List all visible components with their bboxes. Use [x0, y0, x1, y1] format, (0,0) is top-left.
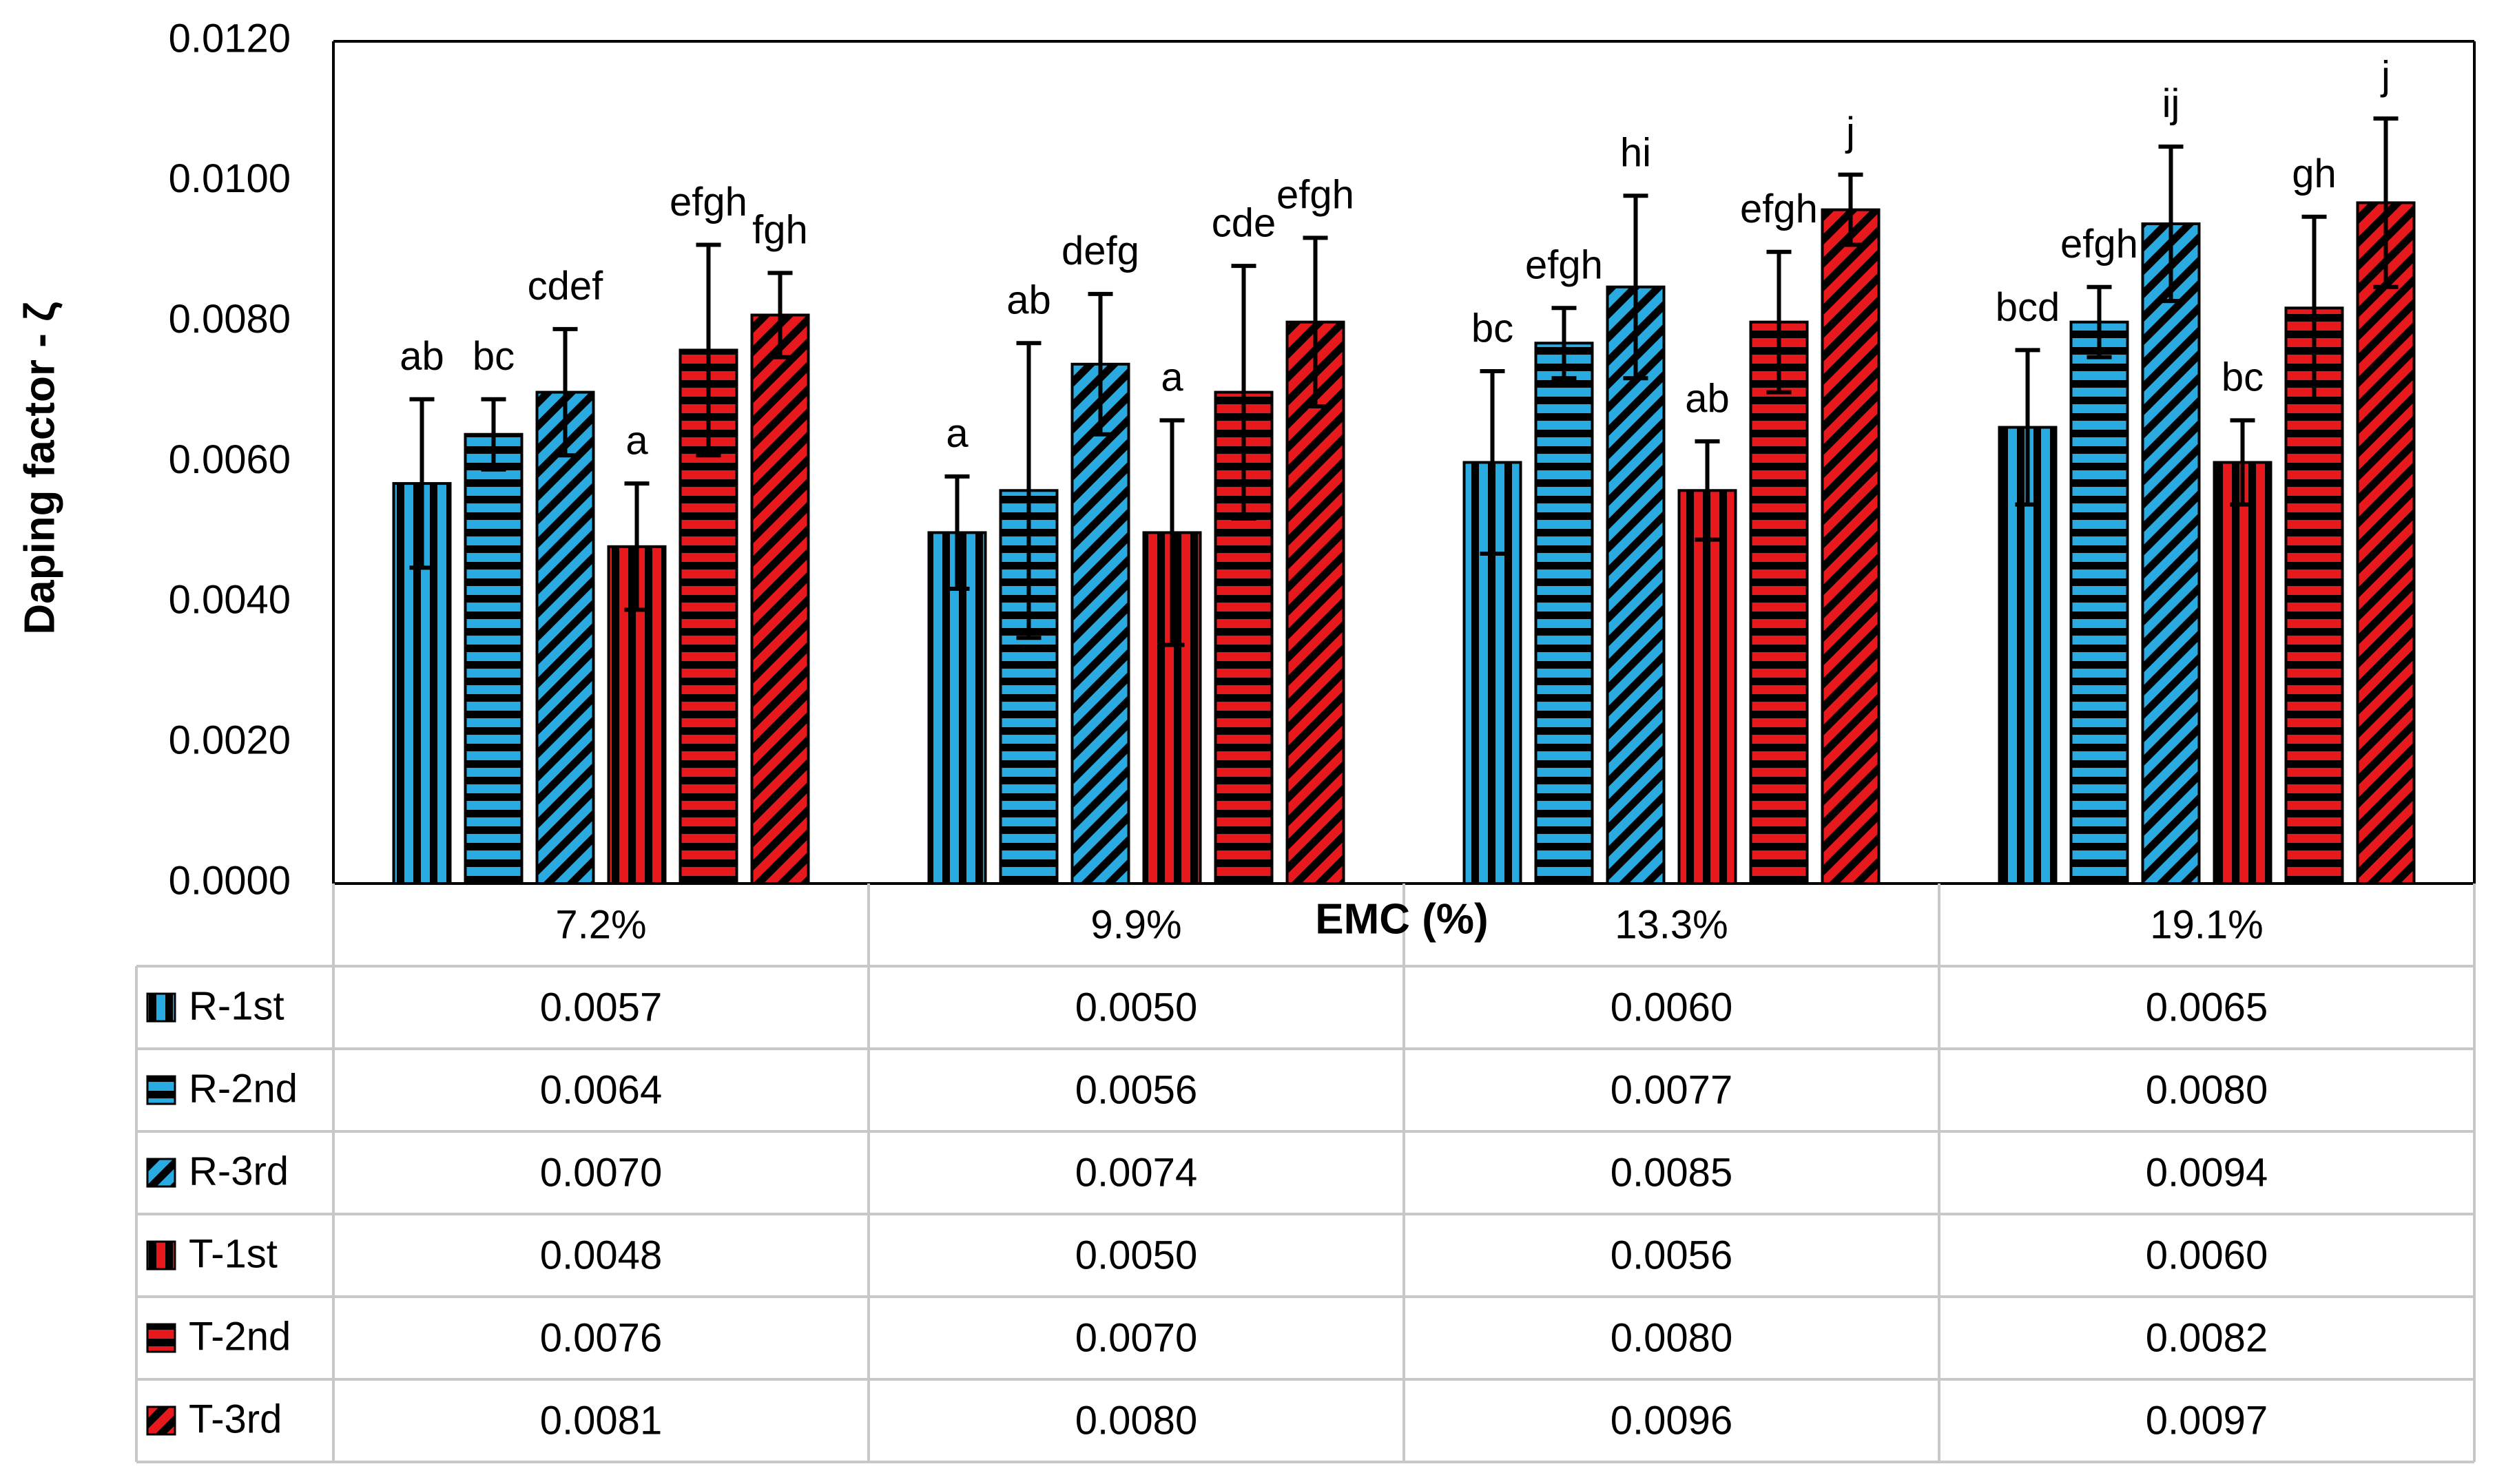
- y-tick-label: 0.0100: [169, 156, 291, 201]
- legend-label: R-3rd: [189, 1149, 289, 1193]
- significance-letter: a: [946, 411, 969, 456]
- table-value: 0.0070: [1075, 1315, 1197, 1360]
- x-tick-label: 7.2%: [555, 902, 646, 947]
- legend-label: T-3rd: [189, 1397, 282, 1441]
- legend-swatch-R-2nd: [146, 1075, 176, 1105]
- table-value: 0.0060: [2146, 1233, 2268, 1277]
- significance-letter: cde: [1212, 200, 1276, 245]
- table-value: 0.0080: [1611, 1315, 1732, 1360]
- x-tick-label: 13.3%: [1615, 902, 1728, 947]
- significance-letter: bc: [2222, 355, 2264, 400]
- legend-swatch-T-2nd: [146, 1323, 176, 1353]
- significance-letter: bc: [473, 334, 515, 379]
- significance-letter: efgh: [1525, 243, 1603, 288]
- table-value: 0.0074: [1075, 1150, 1197, 1195]
- significance-letter: fgh: [752, 208, 808, 253]
- x-tick-label: 19.1%: [2150, 902, 2263, 947]
- significance-letter: efgh: [1740, 187, 1818, 231]
- significance-letter: hi: [1620, 131, 1651, 176]
- y-tick-label: 0.0020: [169, 718, 291, 762]
- significance-letter: cdef: [528, 264, 604, 309]
- significance-letter: ab: [1006, 278, 1051, 323]
- legend-label: R-1st: [189, 983, 284, 1028]
- bar-T-2nd-19.1%: [2284, 306, 2344, 885]
- table-value: 0.0048: [540, 1233, 662, 1277]
- table-value: 0.0080: [1075, 1398, 1197, 1443]
- bar-R-3rd-7.2%: [535, 390, 595, 885]
- legend-label: T-2nd: [189, 1314, 291, 1359]
- table-value: 0.0064: [540, 1067, 662, 1112]
- table-value: 0.0050: [1075, 985, 1197, 1030]
- table-value: 0.0065: [2146, 985, 2268, 1030]
- table-value: 0.0082: [2146, 1315, 2268, 1360]
- legend-swatch-R-1st: [146, 992, 176, 1023]
- bar-R-2nd-19.1%: [2069, 320, 2129, 885]
- bar-T-3rd-7.2%: [750, 313, 810, 886]
- y-tick-label: 0.0000: [169, 858, 291, 903]
- x-axis-label: EMC (%): [1315, 895, 1488, 943]
- table-value: 0.0081: [540, 1398, 662, 1443]
- significance-letter: ij: [2162, 81, 2180, 126]
- significance-letter: defg: [1062, 229, 1139, 273]
- significance-letter: j: [1845, 109, 1855, 154]
- significance-letter: gh: [2292, 151, 2337, 196]
- bar-R-3rd-9.9%: [1070, 362, 1130, 885]
- table-value: 0.0056: [1611, 1233, 1732, 1277]
- table-value: 0.0050: [1075, 1233, 1197, 1277]
- y-axis-label: Daping factor - ζ: [16, 302, 63, 634]
- significance-letter: j: [2380, 53, 2390, 98]
- y-tick-label: 0.0120: [169, 16, 291, 61]
- table-value: 0.0057: [540, 985, 662, 1030]
- table-value: 0.0056: [1075, 1067, 1197, 1112]
- significance-letter: bcd: [1996, 285, 2060, 330]
- table-value: 0.0070: [540, 1150, 662, 1195]
- significance-letter: efgh: [1276, 173, 1354, 218]
- y-tick-label: 0.0060: [169, 437, 291, 482]
- y-tick-label: 0.0040: [169, 578, 291, 623]
- legend-swatch-T-3rd: [146, 1405, 176, 1436]
- table-value: 0.0060: [1611, 985, 1732, 1030]
- bar-T-1st-19.1%: [2213, 461, 2273, 885]
- significance-letter: ab: [400, 334, 444, 379]
- legend-swatch-R-3rd: [146, 1158, 176, 1188]
- significance-letter: a: [625, 418, 648, 463]
- significance-letter: efgh: [670, 180, 747, 224]
- bar-R-2nd-13.3%: [1534, 342, 1594, 886]
- significance-letter: a: [1161, 355, 1183, 400]
- table-value: 0.0094: [2146, 1150, 2268, 1195]
- significance-letter: bc: [1471, 306, 1513, 351]
- legend-label: R-2nd: [189, 1066, 298, 1111]
- y-tick-label: 0.0080: [169, 297, 291, 342]
- significance-letter: efgh: [2060, 222, 2138, 267]
- bar-T-3rd-13.3%: [1821, 208, 1881, 886]
- bar-T-3rd-19.1%: [2356, 201, 2416, 885]
- table-value: 0.0096: [1611, 1398, 1732, 1443]
- bar-T-2nd-13.3%: [1749, 320, 1809, 885]
- bar-T-1st-13.3%: [1677, 489, 1737, 885]
- bar-R-3rd-13.3%: [1606, 285, 1666, 886]
- x-tick-label: 9.9%: [1090, 902, 1181, 947]
- significance-letter: ab: [1685, 376, 1730, 421]
- table-value: 0.0080: [2146, 1067, 2268, 1112]
- legend-label: T-1st: [189, 1231, 278, 1276]
- table-value: 0.0077: [1611, 1067, 1732, 1112]
- table-value: 0.0076: [540, 1315, 662, 1360]
- bar-R-2nd-7.2%: [464, 432, 524, 885]
- legend-swatch-T-1st: [146, 1240, 176, 1271]
- table-value: 0.0085: [1611, 1150, 1732, 1195]
- table-value: 0.0097: [2146, 1398, 2268, 1443]
- bar-R-3rd-19.1%: [2141, 222, 2201, 885]
